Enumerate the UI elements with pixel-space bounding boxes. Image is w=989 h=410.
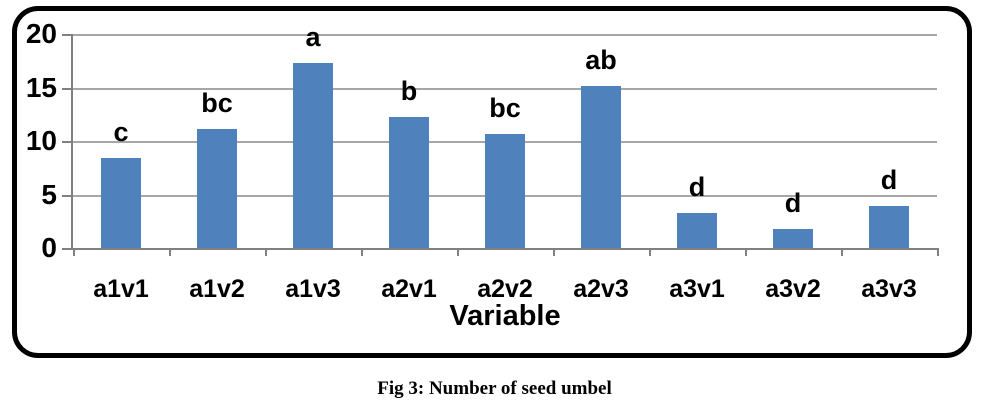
x-tick-label-a2v3: a2v3 xyxy=(573,275,629,303)
bar-a3v2 xyxy=(773,228,813,248)
figure-caption: Fig 3: Number of seed umbel xyxy=(377,378,612,399)
gridline xyxy=(73,87,937,90)
bar-letter-a2v3: ab xyxy=(585,45,617,76)
x-axis-tick xyxy=(265,248,267,256)
x-tick-label-a1v1: a1v1 xyxy=(93,275,149,303)
x-axis-tick xyxy=(745,248,747,256)
x-tick-label-a3v1: a3v1 xyxy=(669,275,725,303)
x-tick-label-a2v2: a2v2 xyxy=(477,275,533,303)
bar-letter-a3v2: d xyxy=(784,187,802,218)
bar-letter-a2v2: bc xyxy=(489,92,521,123)
bar-a3v1 xyxy=(677,212,717,248)
y-tick-label: 20 xyxy=(25,18,57,49)
x-axis-tick xyxy=(937,248,939,256)
x-axis-line xyxy=(73,248,937,250)
x-tick-label-a1v3: a1v3 xyxy=(285,275,341,303)
y-axis-tick xyxy=(62,248,73,250)
x-axis-title: Variable xyxy=(449,300,561,332)
x-axis-tick xyxy=(457,248,459,256)
bar-a1v2 xyxy=(197,129,237,248)
x-tick-label-a2v1: a2v1 xyxy=(381,275,437,303)
bar-letter-a1v2: bc xyxy=(201,88,233,119)
bar-letter-a1v3: a xyxy=(305,21,321,52)
y-tick-label: 0 xyxy=(41,232,57,263)
bar-a2v1 xyxy=(389,117,429,248)
x-tick-label-a1v2: a1v2 xyxy=(189,275,245,303)
y-axis-tick xyxy=(62,87,73,90)
x-axis-tick xyxy=(169,248,171,256)
bar-a1v3 xyxy=(293,62,333,248)
x-axis-tick xyxy=(73,248,75,256)
y-axis-tick xyxy=(62,141,73,143)
y-tick-label: 15 xyxy=(25,71,57,103)
bar-letter-a1v1: c xyxy=(113,117,129,148)
bar-letter-a3v1: d xyxy=(688,171,706,202)
x-axis-tick xyxy=(649,248,651,256)
bar-a2v2 xyxy=(485,133,525,248)
y-axis-tick xyxy=(62,194,73,197)
x-tick-label-a3v3: a3v3 xyxy=(861,275,917,303)
bar-letter-a3v3: d xyxy=(880,165,898,196)
bar-a2v3 xyxy=(581,86,621,248)
y-tick-label: 5 xyxy=(41,178,57,210)
y-axis-tick xyxy=(62,34,73,36)
bar-letter-a2v1: b xyxy=(400,76,418,107)
x-axis-tick xyxy=(361,248,363,256)
y-tick-label: 10 xyxy=(25,125,57,156)
x-tick-label-a3v2: a3v2 xyxy=(765,275,821,303)
bar-a1v1 xyxy=(101,158,141,248)
x-axis-tick xyxy=(553,248,555,256)
bar-a3v3 xyxy=(869,206,909,248)
x-axis-tick xyxy=(841,248,843,256)
gridline xyxy=(73,34,937,36)
chart-frame: Variable 0 5 10 15 20 c a1v1 bc a1v2 a a1v3 b a2v1 bc… xyxy=(12,6,972,358)
plot-area: Variable 0 5 10 15 20 c a1v1 bc a1v2 a a1v3 b a2v1 bc… xyxy=(26,19,939,332)
y-axis-line xyxy=(71,34,73,250)
